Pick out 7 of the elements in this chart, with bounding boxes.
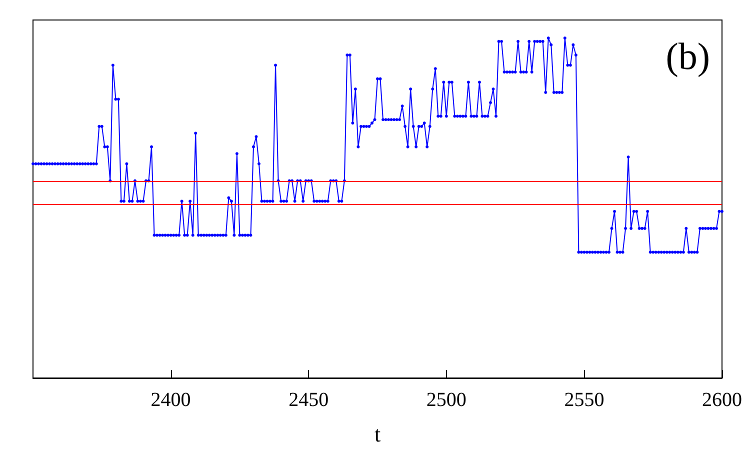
annotation: (b) xyxy=(666,36,710,78)
x-tick-label: 2450 xyxy=(288,389,329,411)
x-tick-label: 2400 xyxy=(150,389,191,411)
x-tick-label: 2600 xyxy=(702,389,742,411)
x-axis-title: t xyxy=(374,422,381,446)
x-tick-label: 2550 xyxy=(564,389,604,411)
x-tick-label: 2500 xyxy=(426,389,466,411)
